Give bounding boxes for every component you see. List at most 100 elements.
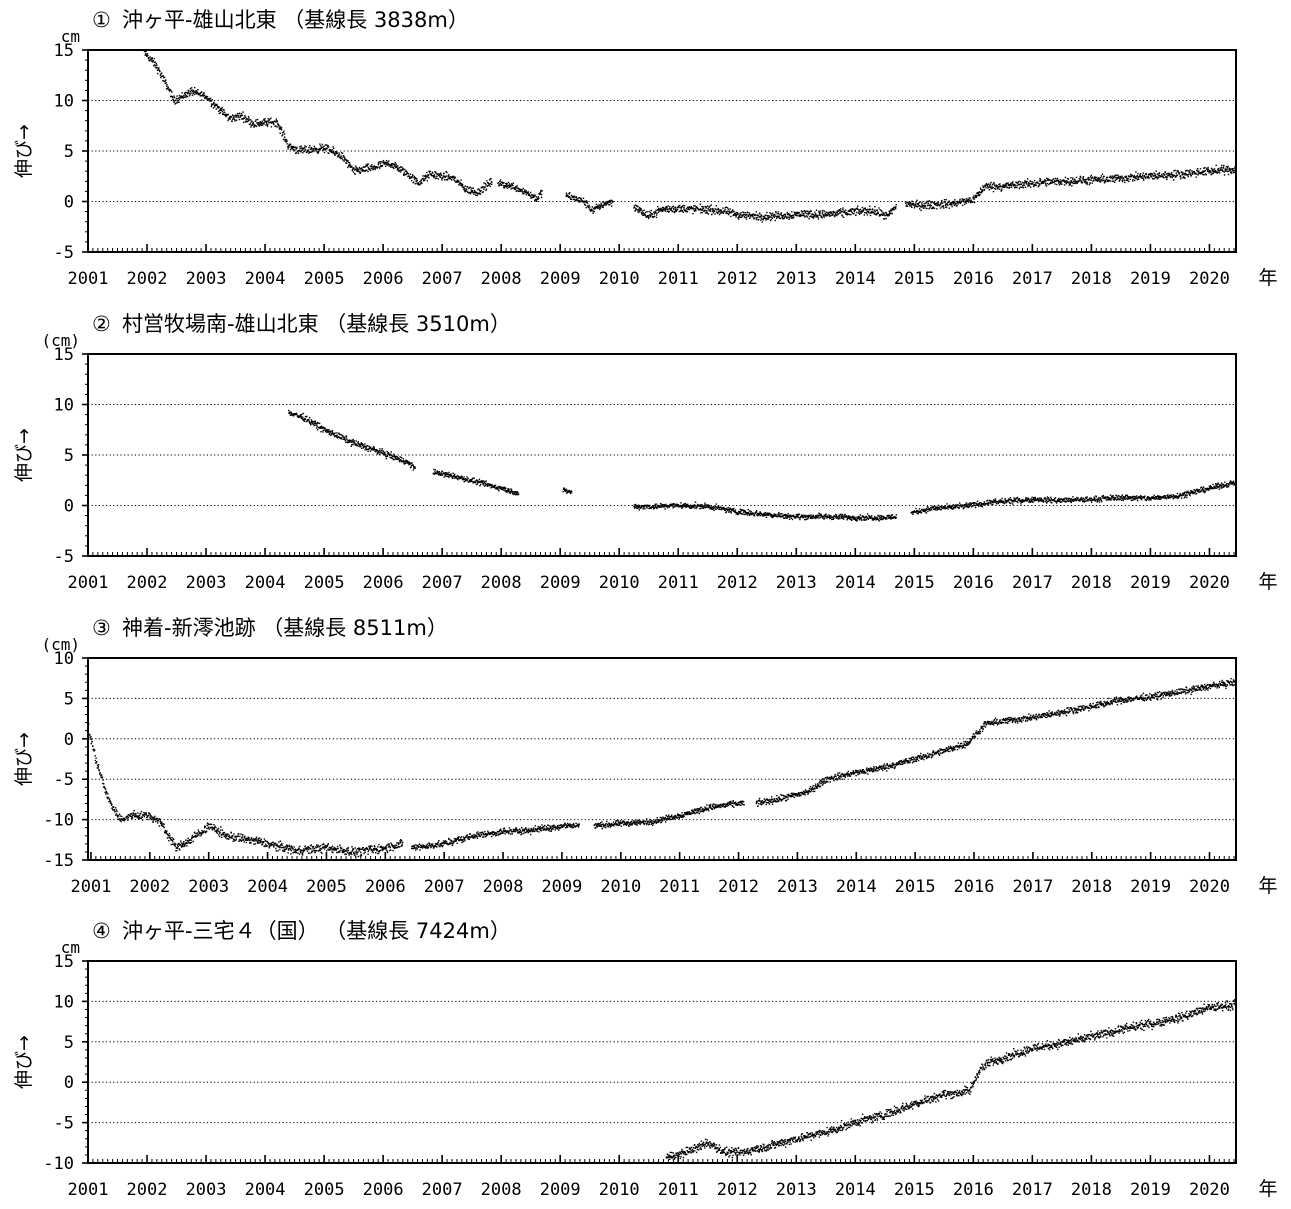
- data-point: [206, 98, 208, 100]
- data-point: [1094, 176, 1096, 178]
- data-point: [251, 120, 253, 122]
- data-point: [306, 151, 308, 153]
- data-point: [917, 510, 919, 512]
- data-point: [734, 214, 736, 216]
- data-point: [325, 147, 327, 150]
- data-point: [707, 506, 710, 509]
- data-point: [599, 204, 601, 206]
- data-point: [499, 179, 502, 181]
- data-point: [483, 182, 485, 184]
- data-point: [762, 219, 764, 221]
- data-point: [345, 159, 348, 161]
- data-point: [381, 449, 383, 452]
- data-point: [648, 507, 650, 510]
- data-point: [567, 196, 570, 198]
- data-point: [391, 164, 393, 166]
- data-point: [636, 205, 638, 207]
- data-point: [819, 514, 821, 517]
- data-point: [1141, 174, 1144, 176]
- data-point: [447, 177, 449, 179]
- data-point: [1107, 180, 1109, 183]
- data-point: [814, 214, 816, 216]
- data-point: [1023, 184, 1025, 186]
- data-point: [735, 214, 738, 217]
- data-point: [319, 143, 321, 145]
- data-point: [735, 511, 737, 513]
- panel-number: ②: [92, 312, 111, 336]
- data-point: [505, 186, 507, 188]
- data-point: [917, 511, 919, 514]
- data-point: [565, 490, 567, 492]
- data-point: [728, 212, 730, 214]
- data-point: [1225, 166, 1228, 168]
- data-point: [473, 482, 475, 484]
- data-point: [849, 518, 852, 521]
- data-point: [747, 513, 749, 515]
- data-point: [639, 207, 641, 210]
- data-point: [763, 512, 765, 514]
- data-point: [890, 518, 892, 520]
- data-point: [725, 206, 728, 208]
- data-point: [360, 169, 362, 171]
- data-point: [1076, 182, 1078, 185]
- data-point: [819, 214, 821, 216]
- data-point: [825, 513, 827, 516]
- data-point: [405, 461, 407, 463]
- data-point: [522, 187, 524, 190]
- data-point: [704, 212, 707, 214]
- data-point: [244, 121, 247, 123]
- data-point: [368, 167, 370, 170]
- data-point: [1087, 178, 1089, 180]
- data-point: [1206, 168, 1208, 170]
- data-point: [211, 104, 213, 106]
- data-point: [482, 483, 484, 485]
- data-point: [699, 209, 701, 211]
- panel-title: 村営牧場南-雄山北東 （基線長 3510m）: [122, 312, 511, 336]
- data-point: [1008, 184, 1010, 186]
- data-point: [811, 213, 813, 215]
- data-point: [655, 503, 657, 505]
- data-point: [864, 519, 866, 521]
- data-point: [723, 508, 726, 510]
- data-point: [1163, 174, 1166, 176]
- data-point: [810, 210, 812, 212]
- data-point: [473, 193, 475, 196]
- data-point: [1187, 174, 1189, 176]
- data-point: [400, 457, 403, 459]
- data-point: [403, 461, 405, 463]
- data-point: [1089, 182, 1091, 184]
- data-point: [233, 118, 235, 120]
- data-point: [239, 112, 241, 114]
- data-point: [467, 477, 469, 480]
- data-point: [831, 211, 833, 213]
- data-point: [1016, 186, 1018, 189]
- data-point: [491, 483, 493, 486]
- data-point: [853, 213, 855, 215]
- data-point: [977, 191, 979, 194]
- data-point: [339, 433, 341, 436]
- data-point: [1213, 169, 1215, 171]
- data-point: [767, 514, 769, 516]
- data-point: [188, 95, 191, 97]
- data-point: [490, 487, 492, 489]
- data-point: [581, 199, 583, 202]
- data-point: [196, 91, 198, 94]
- data-point: [747, 211, 749, 214]
- data-point: [662, 206, 665, 209]
- data-point: [405, 170, 408, 173]
- data-point: [469, 193, 472, 195]
- data-point: [1118, 177, 1120, 179]
- data-point: [444, 473, 446, 475]
- data-point: [419, 181, 421, 183]
- data-point: [953, 204, 956, 207]
- data-point: [1213, 168, 1216, 170]
- data-point: [856, 208, 858, 210]
- data-point: [685, 506, 688, 508]
- x-tick-label: 2016: [953, 573, 994, 593]
- data-point: [839, 517, 841, 520]
- data-point: [785, 216, 787, 218]
- data-point: [985, 187, 987, 189]
- data-point: [463, 478, 465, 481]
- data-point: [1101, 173, 1104, 175]
- data-point: [1182, 176, 1185, 178]
